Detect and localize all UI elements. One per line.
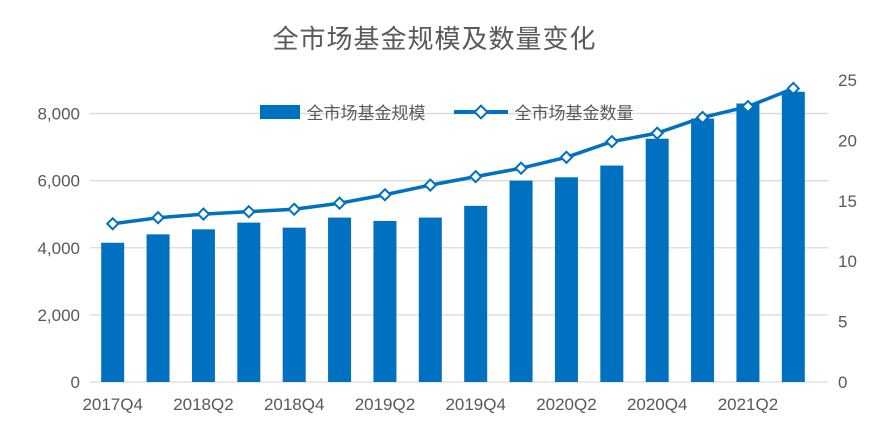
marker-2021Q1[interactable] — [695, 110, 710, 125]
legend: 全市场基金规模 全市场基金数量 — [259, 99, 634, 124]
bar-2019Q4[interactable] — [464, 205, 488, 382]
right-axis-tick-25: 25 — [838, 71, 857, 90]
bar-2018Q1[interactable] — [146, 234, 170, 382]
legend-item-count[interactable]: 全市场基金数量 — [453, 99, 634, 124]
marker-2018Q4[interactable] — [287, 202, 302, 217]
bar-2018Q3[interactable] — [237, 222, 261, 382]
left-axis-tick-6000: 6,000 — [37, 172, 80, 191]
bar-2017Q4[interactable] — [101, 242, 125, 382]
marker-2019Q1[interactable] — [332, 196, 347, 211]
left-axis-tick-4000: 4,000 — [37, 239, 80, 258]
bar-2020Q2[interactable] — [554, 177, 578, 382]
legend-label-count: 全市场基金数量 — [514, 104, 634, 123]
marker-2018Q3[interactable] — [241, 204, 256, 219]
bar-2018Q2[interactable] — [191, 229, 215, 382]
line-series[interactable] — [110, 86, 796, 226]
bar-2020Q1[interactable] — [509, 180, 533, 382]
marker-2020Q2[interactable] — [559, 150, 574, 165]
marker-2019Q2[interactable] — [378, 187, 392, 202]
line-series-swatch-icon — [453, 103, 508, 120]
chart-title: 全市场基金规模及数量变化 — [272, 24, 597, 54]
bar-2018Q4[interactable] — [282, 227, 306, 382]
x-axis-tick-2019Q2: 2019Q2 — [355, 395, 416, 414]
x-axis-tick-2020Q2: 2020Q2 — [536, 395, 597, 414]
right-axis-tick-15: 15 — [838, 192, 857, 211]
bar-2020Q3[interactable] — [600, 165, 624, 382]
bar-2019Q2[interactable] — [373, 220, 397, 382]
x-axis-tick-2018Q4: 2018Q4 — [264, 395, 325, 414]
right-axis-tick-10: 10 — [838, 252, 857, 271]
bar-2020Q4[interactable] — [645, 138, 669, 382]
x-axis-tick-2019Q4: 2019Q4 — [445, 395, 506, 414]
left-axis-tick-8000: 8,000 — [37, 105, 80, 124]
marker-2020Q3[interactable] — [604, 134, 619, 149]
bar-2021Q3[interactable] — [781, 91, 805, 382]
right-axis-tick-0: 0 — [838, 373, 847, 392]
x-axis-tick-2017Q4: 2017Q4 — [82, 395, 143, 414]
x-axis-tick-2020Q4: 2020Q4 — [627, 395, 688, 414]
right-axis-tick-20: 20 — [838, 131, 857, 150]
bar-2021Q2[interactable] — [736, 103, 760, 382]
marker-2019Q4[interactable] — [468, 169, 483, 184]
marker-2018Q2[interactable] — [196, 207, 211, 222]
bar-2021Q1[interactable] — [691, 118, 715, 382]
left-axis-tick-0: 0 — [71, 373, 80, 392]
bar-2019Q1[interactable] — [328, 217, 352, 382]
left-axis-tick-2000: 2,000 — [37, 306, 80, 325]
marker-2018Q1[interactable] — [151, 210, 165, 225]
marker-2021Q3[interactable] — [786, 81, 801, 96]
legend-item-scale[interactable]: 全市场基金规模 — [259, 99, 426, 124]
legend-label-scale: 全市场基金规模 — [306, 104, 426, 123]
right-axis-tick-5: 5 — [838, 313, 847, 332]
marker-2020Q4[interactable] — [650, 126, 665, 141]
x-axis-tick-2018Q2: 2018Q2 — [173, 395, 234, 414]
marker-2017Q4[interactable] — [105, 216, 120, 231]
marker-2019Q3[interactable] — [423, 178, 438, 193]
bar-2019Q3[interactable] — [418, 217, 442, 382]
x-axis-tick-2021Q2: 2021Q2 — [718, 395, 779, 414]
marker-2020Q1[interactable] — [514, 161, 528, 176]
bar-series-swatch-icon — [259, 104, 300, 119]
marker-2021Q2[interactable] — [741, 99, 755, 114]
